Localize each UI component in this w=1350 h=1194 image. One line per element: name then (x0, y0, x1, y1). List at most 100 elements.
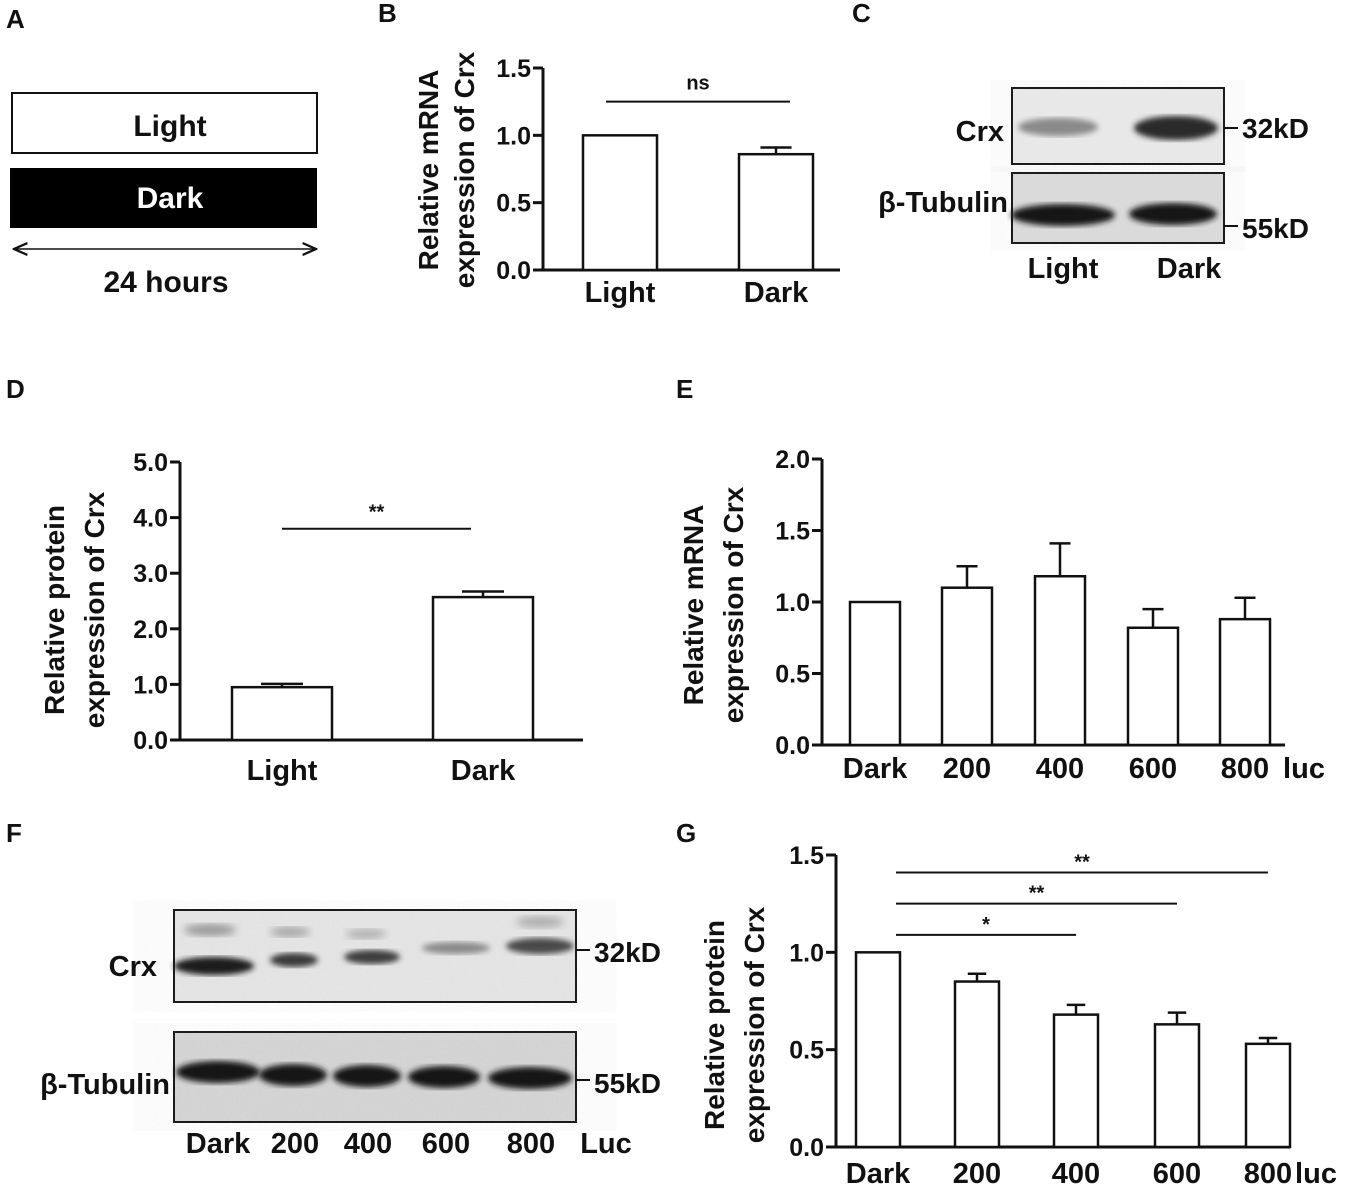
y-axis-label-b-1: expression of Crx (449, 51, 480, 288)
y-tick-label-g-3: 1.5 (789, 842, 824, 870)
x-unit-label-e: luc (1283, 753, 1325, 785)
x-tick-label-g-3: 600 (1153, 1158, 1201, 1190)
blot-f-unit: Luc (580, 1128, 632, 1160)
panel-letter-f: F (6, 818, 22, 848)
y-tick-label-g-2: 1.0 (789, 939, 824, 967)
x-tick-label-b-0: Light (585, 277, 656, 309)
tubulin-band-light (1011, 204, 1115, 226)
crx-blot-c (1011, 87, 1225, 165)
y-tick-label-e-3: 1.5 (775, 518, 810, 546)
bar-g-1 (953, 980, 1001, 1149)
bar-e-3 (1126, 626, 1180, 747)
x-tick-label-g-4: 800 (1244, 1158, 1292, 1190)
crx-band-light (1018, 118, 1098, 136)
y-axis-label-e-1: expression of Crx (718, 486, 749, 723)
panel-f: F Crx β-Tubulin 32kD 55kD (6, 818, 661, 1160)
blot-c-row-tubulin: β-Tubulin (878, 187, 1008, 219)
dark-period-label: Dark (137, 182, 204, 215)
chart-d: D 0.0 1.0 2.0 3.0 4.0 5.0 Relative protein expre… (6, 374, 583, 787)
x-tick-label-g-1: 200 (953, 1158, 1001, 1190)
blot-f-lane-600: 600 (422, 1128, 470, 1160)
significance-label-g-0: * (982, 914, 990, 936)
bar-g-0 (854, 951, 902, 1149)
bar-e-0 (848, 600, 902, 747)
panel-c: C Crx β-Tubulin 32kD 55kD Light Dark (852, 0, 1309, 285)
significance-label-g-1: ** (1029, 883, 1045, 905)
bar-b-0 (581, 134, 659, 272)
y-axis-label-e-0: Relative mRNA (678, 505, 709, 706)
blot-f-lane-400: 400 (344, 1128, 392, 1160)
x-tick-label-e-2: 400 (1036, 753, 1084, 785)
blot-c-lane-dark: Dark (1157, 253, 1222, 285)
bar-g-3 (1153, 1023, 1201, 1149)
blot-f-row-crx: Crx (109, 951, 157, 983)
y-tick-label-g-0: 0.0 (789, 1134, 824, 1162)
y-tick-label-b-1: 0.5 (496, 190, 531, 218)
crx-blot-f (173, 909, 577, 1003)
y-axis-label-g-1: expression of Crx (739, 906, 770, 1143)
panel-letter-g: G (676, 818, 696, 848)
y-tick-label-e-1: 0.5 (775, 661, 810, 689)
blot-f-lane-dark: Dark (186, 1128, 251, 1160)
crx-band-dark (1134, 116, 1218, 140)
x-tick-label-g-2: 400 (1052, 1158, 1100, 1190)
tubulin-band-dark (1129, 203, 1217, 225)
x-tick-label-g-0: Dark (846, 1158, 911, 1190)
panel-letter-e: E (676, 374, 693, 404)
y-tick-label-b-3: 1.5 (496, 55, 531, 83)
panel-letter-b: B (378, 0, 397, 28)
significance-label-d-0: ** (369, 502, 385, 524)
chart-b: B 0.0 0.5 1.0 1.5 Relative mRNA expression of … (378, 0, 840, 309)
y-tick-label-e-4: 2.0 (775, 446, 810, 474)
tubulin-blot-c (1011, 172, 1225, 244)
y-tick-label-b-2: 1.0 (496, 122, 531, 150)
x-tick-label-b-1: Dark (744, 277, 809, 309)
bar-e-2 (1033, 575, 1087, 747)
significance-label-b-0: ns (686, 73, 709, 95)
panel-letter-d: D (6, 374, 25, 404)
x-tick-label-d-1: Dark (451, 755, 516, 787)
bar-b-1 (737, 152, 815, 272)
y-tick-label-d-0: 0.0 (133, 727, 168, 755)
blot-c-mw-32: 32kD (1242, 113, 1309, 144)
chart-g: G 0.0 0.5 1.0 1.5 Relative protein expression … (676, 818, 1337, 1190)
y-tick-label-d-4: 4.0 (133, 505, 168, 533)
blot-f-mw-32: 32kD (594, 937, 661, 968)
x-unit-label-g: luc (1295, 1158, 1337, 1190)
y-tick-label-d-2: 2.0 (133, 616, 168, 644)
bar-d-1 (431, 595, 535, 742)
x-tick-label-d-0: Light (247, 755, 318, 787)
bar-e-1 (940, 586, 994, 747)
blot-f-lane-800: 800 (507, 1128, 555, 1160)
y-axis-label-d-0: Relative protein (39, 505, 70, 715)
panel-a: A Light Dark 24 hours (6, 4, 318, 299)
dark-period-box (10, 168, 317, 228)
x-tick-label-e-1: 200 (943, 753, 991, 785)
blot-c-row-crx: Crx (956, 116, 1004, 148)
blot-f-mw-55: 55kD (594, 1068, 661, 1099)
panel-letter-a: A (6, 4, 25, 34)
bar-g-4 (1244, 1042, 1292, 1149)
x-tick-label-e-0: Dark (843, 753, 908, 785)
bar-e-4 (1218, 617, 1272, 747)
light-period-box (11, 92, 318, 154)
tubulin-blot-f (173, 1031, 577, 1123)
blot-f-row-tubulin: β-Tubulin (40, 1069, 170, 1101)
x-tick-label-e-3: 600 (1129, 753, 1177, 785)
blot-f-lane-200: 200 (271, 1128, 319, 1160)
significance-label-g-2: ** (1074, 852, 1090, 874)
y-tick-label-d-5: 5.0 (133, 449, 168, 477)
bar-g-2 (1052, 1013, 1100, 1149)
y-axis-label-b-0: Relative mRNA (413, 70, 444, 271)
bar-d-0 (230, 685, 334, 742)
light-period-label: Light (133, 110, 206, 143)
y-tick-label-b-0: 0.0 (496, 257, 531, 285)
y-tick-label-e-0: 0.0 (775, 732, 810, 760)
chart-e: E 0.0 0.5 1.0 1.5 2.0 Relative mRNA expression … (676, 374, 1325, 785)
panel-letter-c: C (852, 0, 871, 28)
x-tick-label-e-4: 800 (1221, 753, 1269, 785)
blot-c-mw-55: 55kD (1242, 213, 1309, 244)
y-tick-label-e-2: 1.0 (775, 589, 810, 617)
y-axis-label-g-0: Relative protein (699, 920, 730, 1130)
